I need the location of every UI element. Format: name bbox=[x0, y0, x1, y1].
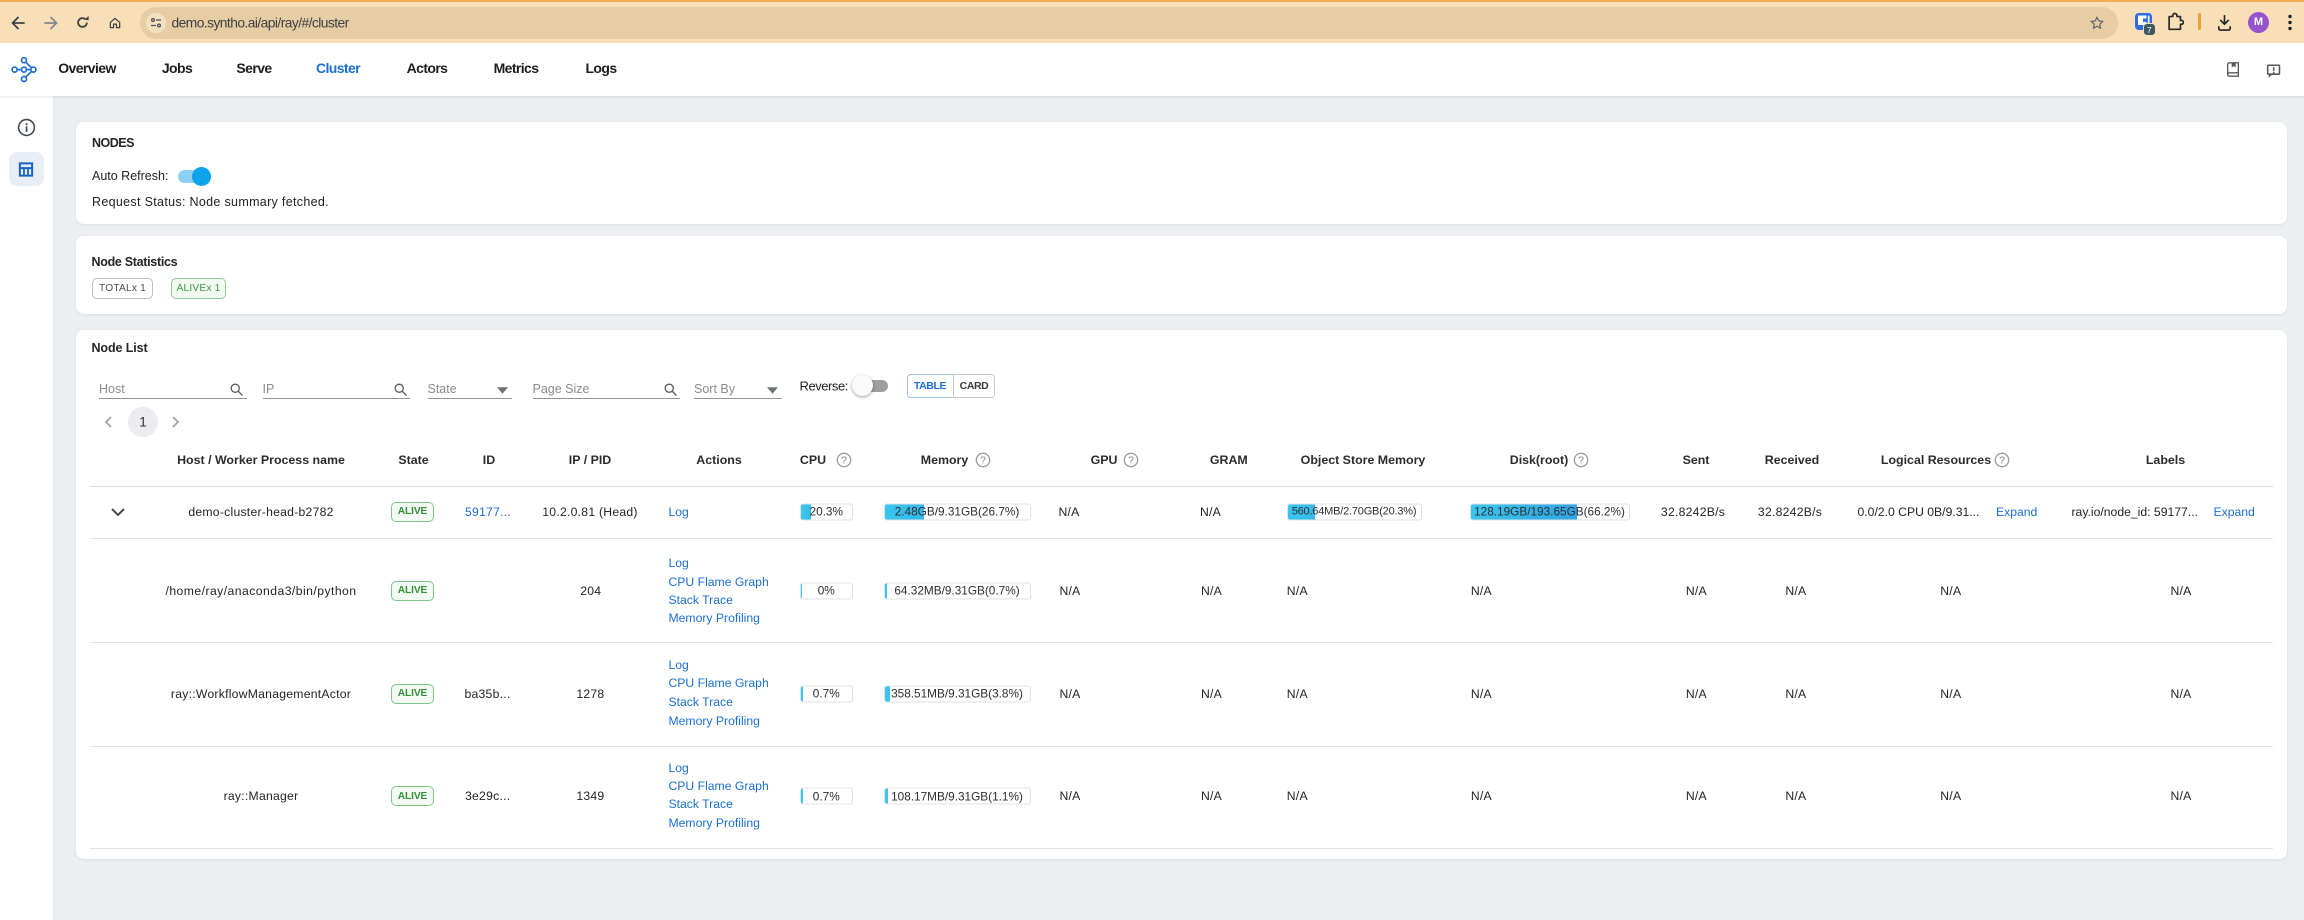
svg-text:?: ? bbox=[1999, 454, 2005, 466]
svg-text:?: ? bbox=[1128, 454, 1134, 466]
svg-text:?: ? bbox=[980, 454, 986, 466]
svg-text:?: ? bbox=[841, 454, 847, 466]
svg-text:?: ? bbox=[1578, 454, 1584, 466]
